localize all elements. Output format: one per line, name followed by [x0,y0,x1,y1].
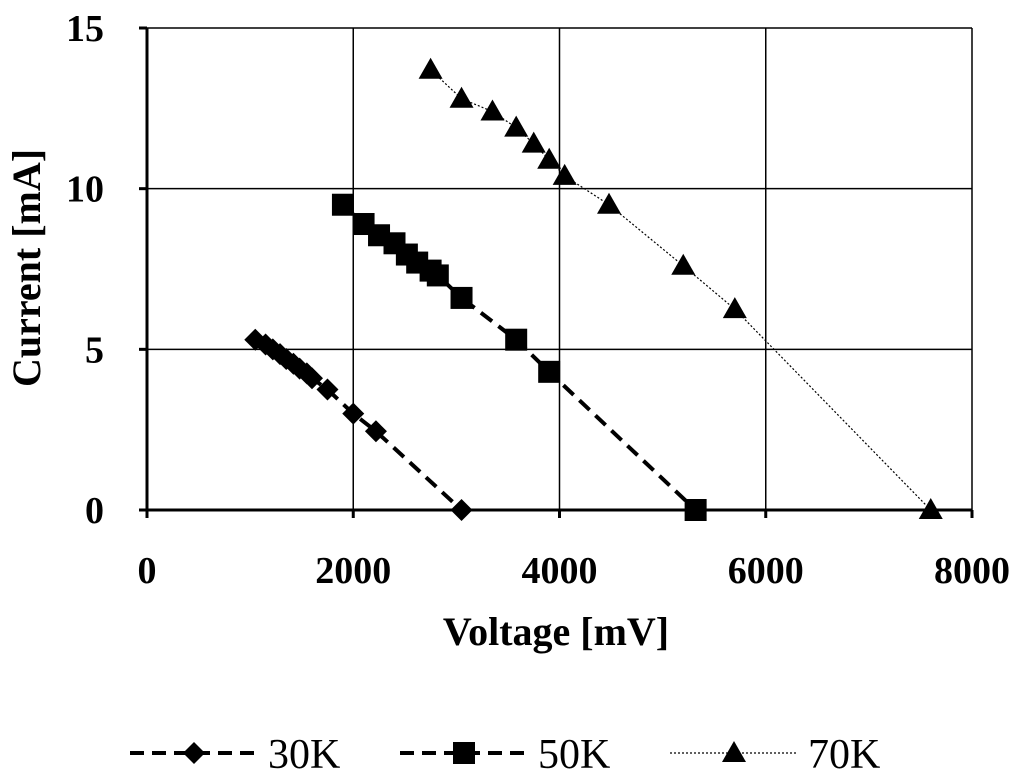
legend-label-50K: 50K [538,732,610,778]
x-tick-label: 2000 [315,550,391,592]
x-tick-label: 8000 [934,550,1010,592]
data-point-50K [331,193,354,216]
tick-labels: 0 2000 4000 6000 8000 0 5 10 15 [66,8,1010,592]
data-point-30K [450,499,473,521]
data-point-70K [671,253,696,275]
data-point-30K [301,367,323,390]
legend-marker-70K [722,741,746,762]
data-point-70K [449,86,474,108]
data-point-50K [450,286,473,309]
x-tick-label: 6000 [728,550,804,592]
series-30K [244,328,473,521]
grid-lines [147,27,973,510]
x-axis-title: Voltage [mV] [443,609,669,654]
legend-marker-50K [453,742,475,764]
y-axis-title: Current [mA] [4,149,49,387]
data-point-50K [538,360,561,383]
data-point-70K [918,498,943,519]
legend-item-50K: 50K [400,732,610,778]
series-50K [331,193,707,521]
data-point-50K [684,499,707,521]
data-point-50K [426,264,449,287]
data-point-70K [480,99,505,121]
data-point-70K [521,131,546,153]
data-point-70K [504,115,529,137]
legend-item-70K: 70K [670,732,880,778]
data-point-50K [505,328,528,351]
series-line-70K [430,69,932,511]
y-tick-label: 10 [66,169,104,211]
x-tick-label: 4000 [522,550,598,592]
legend: 30K 50K 70K [130,732,880,778]
data-point-70K [722,297,747,319]
data-point-70K [552,163,577,185]
data-point-30K [316,378,339,401]
y-tick-label: 5 [85,329,104,371]
data-point-70K [418,57,443,79]
legend-label-70K: 70K [808,732,880,778]
series-group [244,57,943,521]
legend-item-30K: 30K [130,732,340,778]
data-point-30K [364,420,387,443]
axes [139,26,974,518]
series-70K [418,57,943,519]
data-point-70K [537,147,562,169]
data-point-30K [342,402,365,425]
legend-label-30K: 30K [268,732,340,778]
data-point-70K [597,192,621,214]
x-tick-label: 0 [138,550,157,592]
legend-marker-30K [183,742,205,764]
y-tick-label: 15 [66,8,104,50]
y-tick-label: 0 [85,490,104,532]
